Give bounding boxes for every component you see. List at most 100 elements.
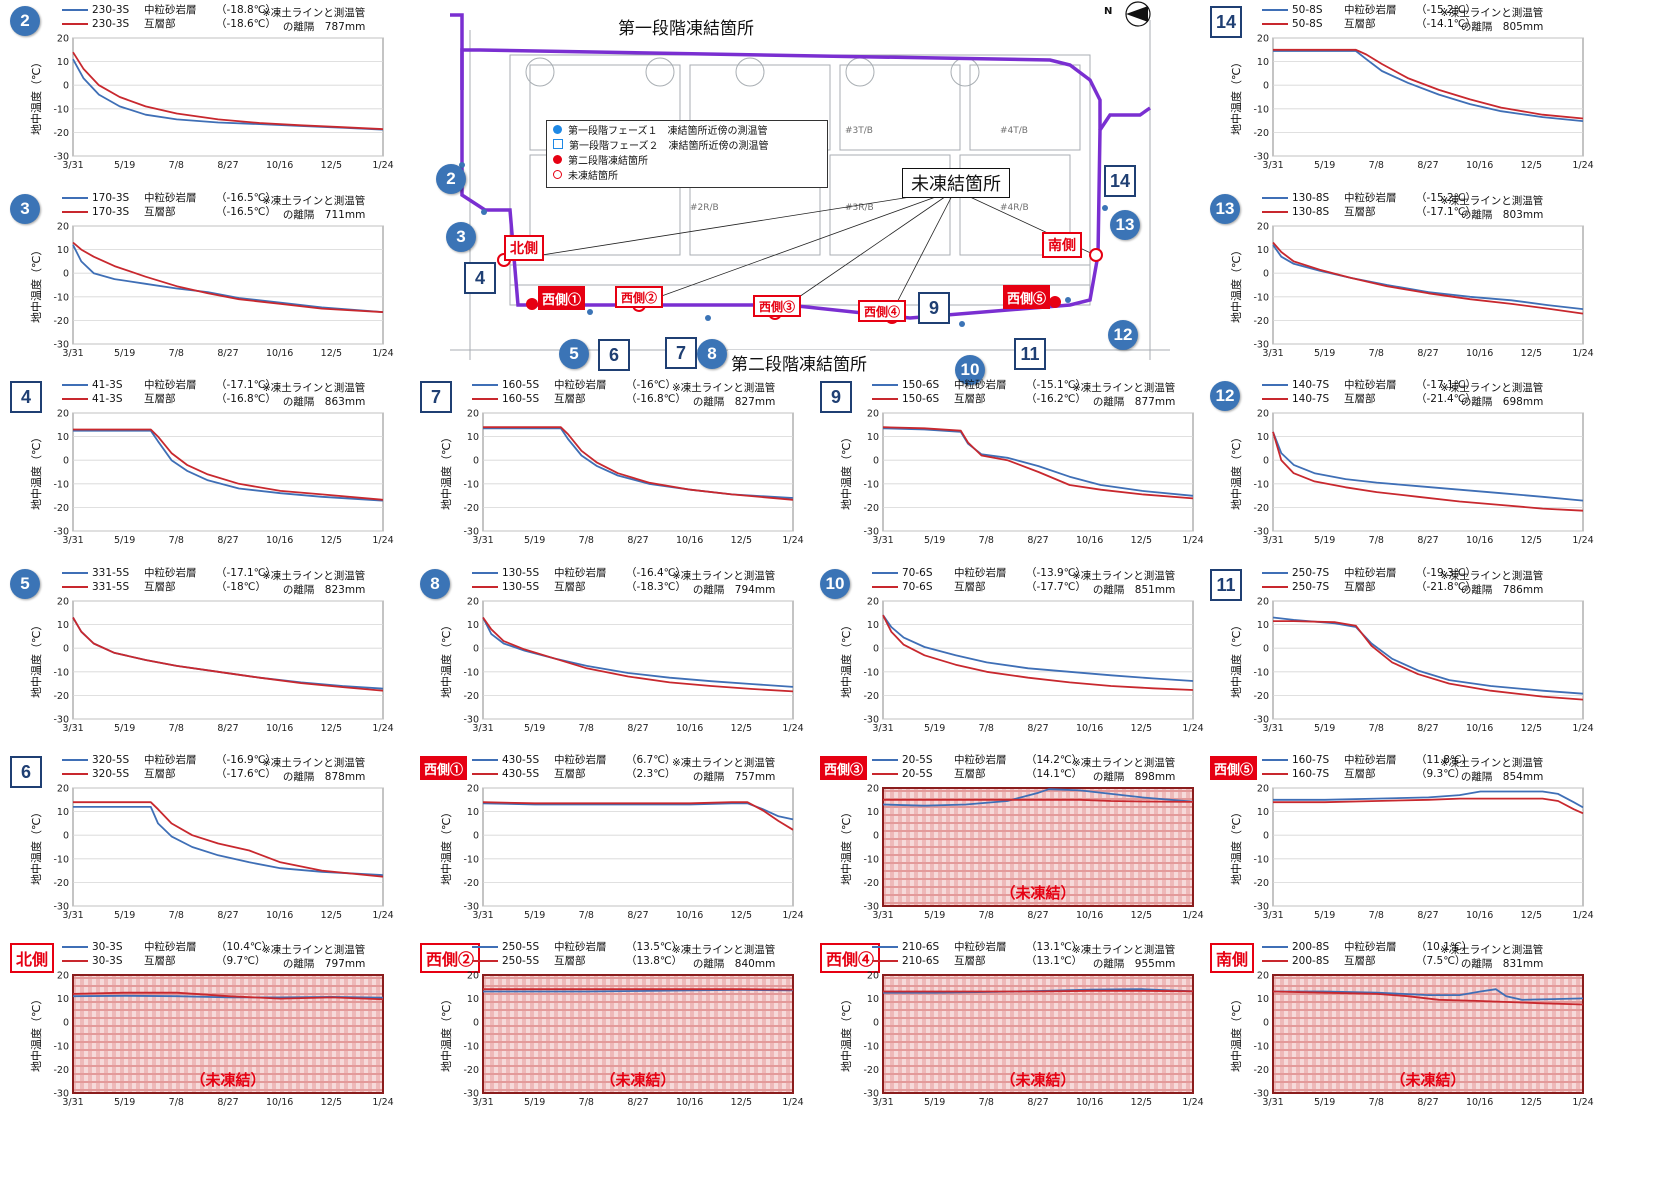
legend-value: （-17.7℃） [1026, 581, 1086, 593]
series-line-red [72, 617, 384, 692]
y-tick-label: 20 [57, 409, 69, 420]
legend-value: （-15.2℃） [1416, 192, 1476, 204]
chart-panel: 2 230-3S 中粒砂岩層 （-18.8℃） 230-3S 互層部 （-18.6℃） ※凍土… [0, 0, 400, 186]
legend-value: （14.1℃） [1026, 768, 1083, 780]
legend-layer: 中粒砂岩層 [1344, 379, 1397, 391]
legend-value: （7.5℃） [1416, 955, 1466, 967]
legend-id: 331-5S [92, 567, 130, 579]
legend-entry: 250-7S 互層部 （-21.8℃） [1262, 580, 1476, 594]
map-badge: 12 [1108, 320, 1138, 350]
x-tick-label: 7/8 [169, 1097, 184, 1108]
legend-entry: 20-5S 互層部 （14.1℃） [872, 767, 1082, 781]
y-tick-label: -10 [463, 854, 479, 865]
y-tick-label: -10 [53, 667, 69, 678]
legend-layer: 互層部 [954, 581, 986, 593]
y-tick-label: 10 [1257, 245, 1269, 256]
series-line-red [483, 426, 794, 501]
line-chart: 20 10 0 -10 -20 -303/31 5/19 7/8 8/27 10/16 12/5 1/… [863, 784, 1203, 922]
plot-frame [72, 787, 384, 907]
x-tick-label: 7/8 [579, 910, 594, 921]
legend-swatch [1262, 398, 1288, 400]
x-tick-label: 1/24 [1572, 910, 1593, 921]
chart-panel: 西側① 430-5S 中粒砂岩層 （6.7℃） 430-5S 互層部 （2.3℃） ※凍土ライ… [410, 750, 810, 936]
unfrozen-hatch [882, 974, 1194, 1094]
freeze-line-top [460, 48, 1102, 130]
y-tick-label: -30 [463, 1089, 479, 1100]
x-tick-label: 7/8 [1369, 160, 1384, 171]
legend-swatch [1262, 211, 1288, 213]
line-chart: 20 10 0 -10 -20 -303/31 5/19 7/8 8/27 10/16 12/5 1/… [463, 971, 803, 1109]
legend-entry: 30-3S 中粒砂岩層 （10.4℃） [62, 940, 272, 954]
x-tick-label: 12/5 [1521, 1097, 1542, 1108]
building-label: #4T/B [1000, 126, 1028, 136]
y-tick-label: 10 [467, 807, 479, 818]
y-tick-label: 10 [467, 432, 479, 443]
chart-panel: 7 160-5S 中粒砂岩層 （-16℃） 160-5S 互層部 （-16.8℃） ※凍土ライ… [410, 375, 810, 561]
series-line-red [72, 991, 384, 1001]
distance-note: ※凍土ラインと測温管 の離隔 823mm [262, 569, 365, 597]
x-tick-label: 3/31 [1262, 160, 1283, 171]
note-line: ※凍土ラインと測温管 [1072, 570, 1176, 582]
legend-entry: 320-5S 互層部 （-17.6℃） [62, 767, 276, 781]
legend-entry: 200-8S 中粒砂岩層 （10.1℃） [1262, 940, 1472, 954]
series-line-red [482, 616, 794, 693]
legend-entry: 140-7S 互層部 （-21.4℃） [1262, 392, 1476, 406]
x-tick-label: 1/24 [782, 1097, 803, 1108]
legend-value: （-19.3℃） [1416, 567, 1476, 579]
legend-layer: 互層部 [1344, 768, 1376, 780]
legend-layer: 互層部 [144, 955, 176, 967]
panel-badge: 5 [10, 569, 40, 599]
y-tick-label: 10 [467, 620, 479, 631]
x-tick-label: 8/27 [1027, 910, 1048, 921]
x-tick-label: 3/31 [1262, 535, 1283, 546]
unfrozen-label: （未凍結） [600, 1071, 675, 1089]
legend-value: （13.1℃） [1026, 955, 1083, 967]
x-tick-label: 10/16 [1076, 723, 1103, 734]
x-tick-label: 12/5 [1131, 723, 1152, 734]
chart-panel: 南側 200-8S 中粒砂岩層 （10.1℃） 200-8S 互層部 （7.5℃） ※凍土ライ… [1200, 937, 1675, 1123]
y-tick-label: 20 [57, 597, 69, 608]
note-line: の離隔 803mm [1460, 209, 1544, 221]
distance-note: ※凍土ラインと測温管 の離隔 786mm [1440, 569, 1543, 597]
x-tick-label: 1/24 [372, 1097, 393, 1108]
y-tick-label: -20 [53, 1065, 69, 1076]
series-line-red [73, 428, 384, 501]
map-badge: 7 [665, 337, 697, 369]
chart-legend: 30-3S 中粒砂岩層 （10.4℃） 30-3S 互層部 （9.7℃） [62, 940, 272, 968]
unfrozen-label: （未凍結） [1390, 1071, 1465, 1089]
line-chart: 20 10 0 -10 -20 -303/31 5/19 7/8 8/27 10/16 12/5 1/… [1253, 597, 1593, 735]
line-chart: 20 10 0 -10 -20 -303/31 5/19 7/8 8/27 10/16 12/5 1/… [463, 409, 803, 547]
legend-swatch [1262, 586, 1288, 588]
panel-badge: 11 [1210, 569, 1242, 601]
legend-layer: 中粒砂岩層 [954, 567, 1007, 579]
legend-swatch [872, 572, 898, 574]
y-tick-label: 10 [57, 245, 69, 256]
y-tick-label: 0 [63, 81, 69, 92]
x-tick-label: 5/19 [114, 1097, 135, 1108]
map-legend-item: 未凍結箇所 [553, 169, 821, 184]
y-tick-label: -30 [1253, 715, 1269, 726]
map-legend-label: 未凍結箇所 [568, 171, 618, 182]
legend-layer: 中粒砂岩層 [144, 379, 197, 391]
map-legend-item: 第二段階凍結箇所 [553, 154, 821, 169]
x-tick-label: 5/19 [1314, 1097, 1335, 1108]
x-tick-label: 12/5 [321, 160, 342, 171]
y-tick-label: -30 [53, 1089, 69, 1100]
chart-panel: 西側③ 20-5S 中粒砂岩層 （14.2℃） 20-5S 互層部 （14.1℃） ※凍土ライ… [810, 750, 1210, 936]
frozen-point-marker [526, 298, 538, 310]
x-tick-label: 1/24 [1572, 723, 1593, 734]
x-tick-label: 10/16 [1466, 348, 1493, 359]
legend-entry: 130-8S 互層部 （-17.1℃） [1262, 205, 1476, 219]
unfrozen-hatch [482, 974, 794, 1094]
plot-frame [1272, 37, 1584, 157]
y-tick-label: -10 [1253, 667, 1269, 678]
legend-layer: 互層部 [144, 18, 176, 30]
legend-layer: 互層部 [554, 581, 586, 593]
legend-id: 430-5S [502, 754, 540, 766]
distance-note: ※凍土ラインと測温管 の離隔 854mm [1440, 756, 1543, 784]
x-tick-label: 1/24 [1572, 1097, 1593, 1108]
x-tick-label: 1/24 [782, 910, 803, 921]
legend-id: 230-3S [92, 18, 130, 30]
y-tick-label: 0 [473, 1018, 479, 1029]
red-dot-icon [553, 155, 562, 164]
